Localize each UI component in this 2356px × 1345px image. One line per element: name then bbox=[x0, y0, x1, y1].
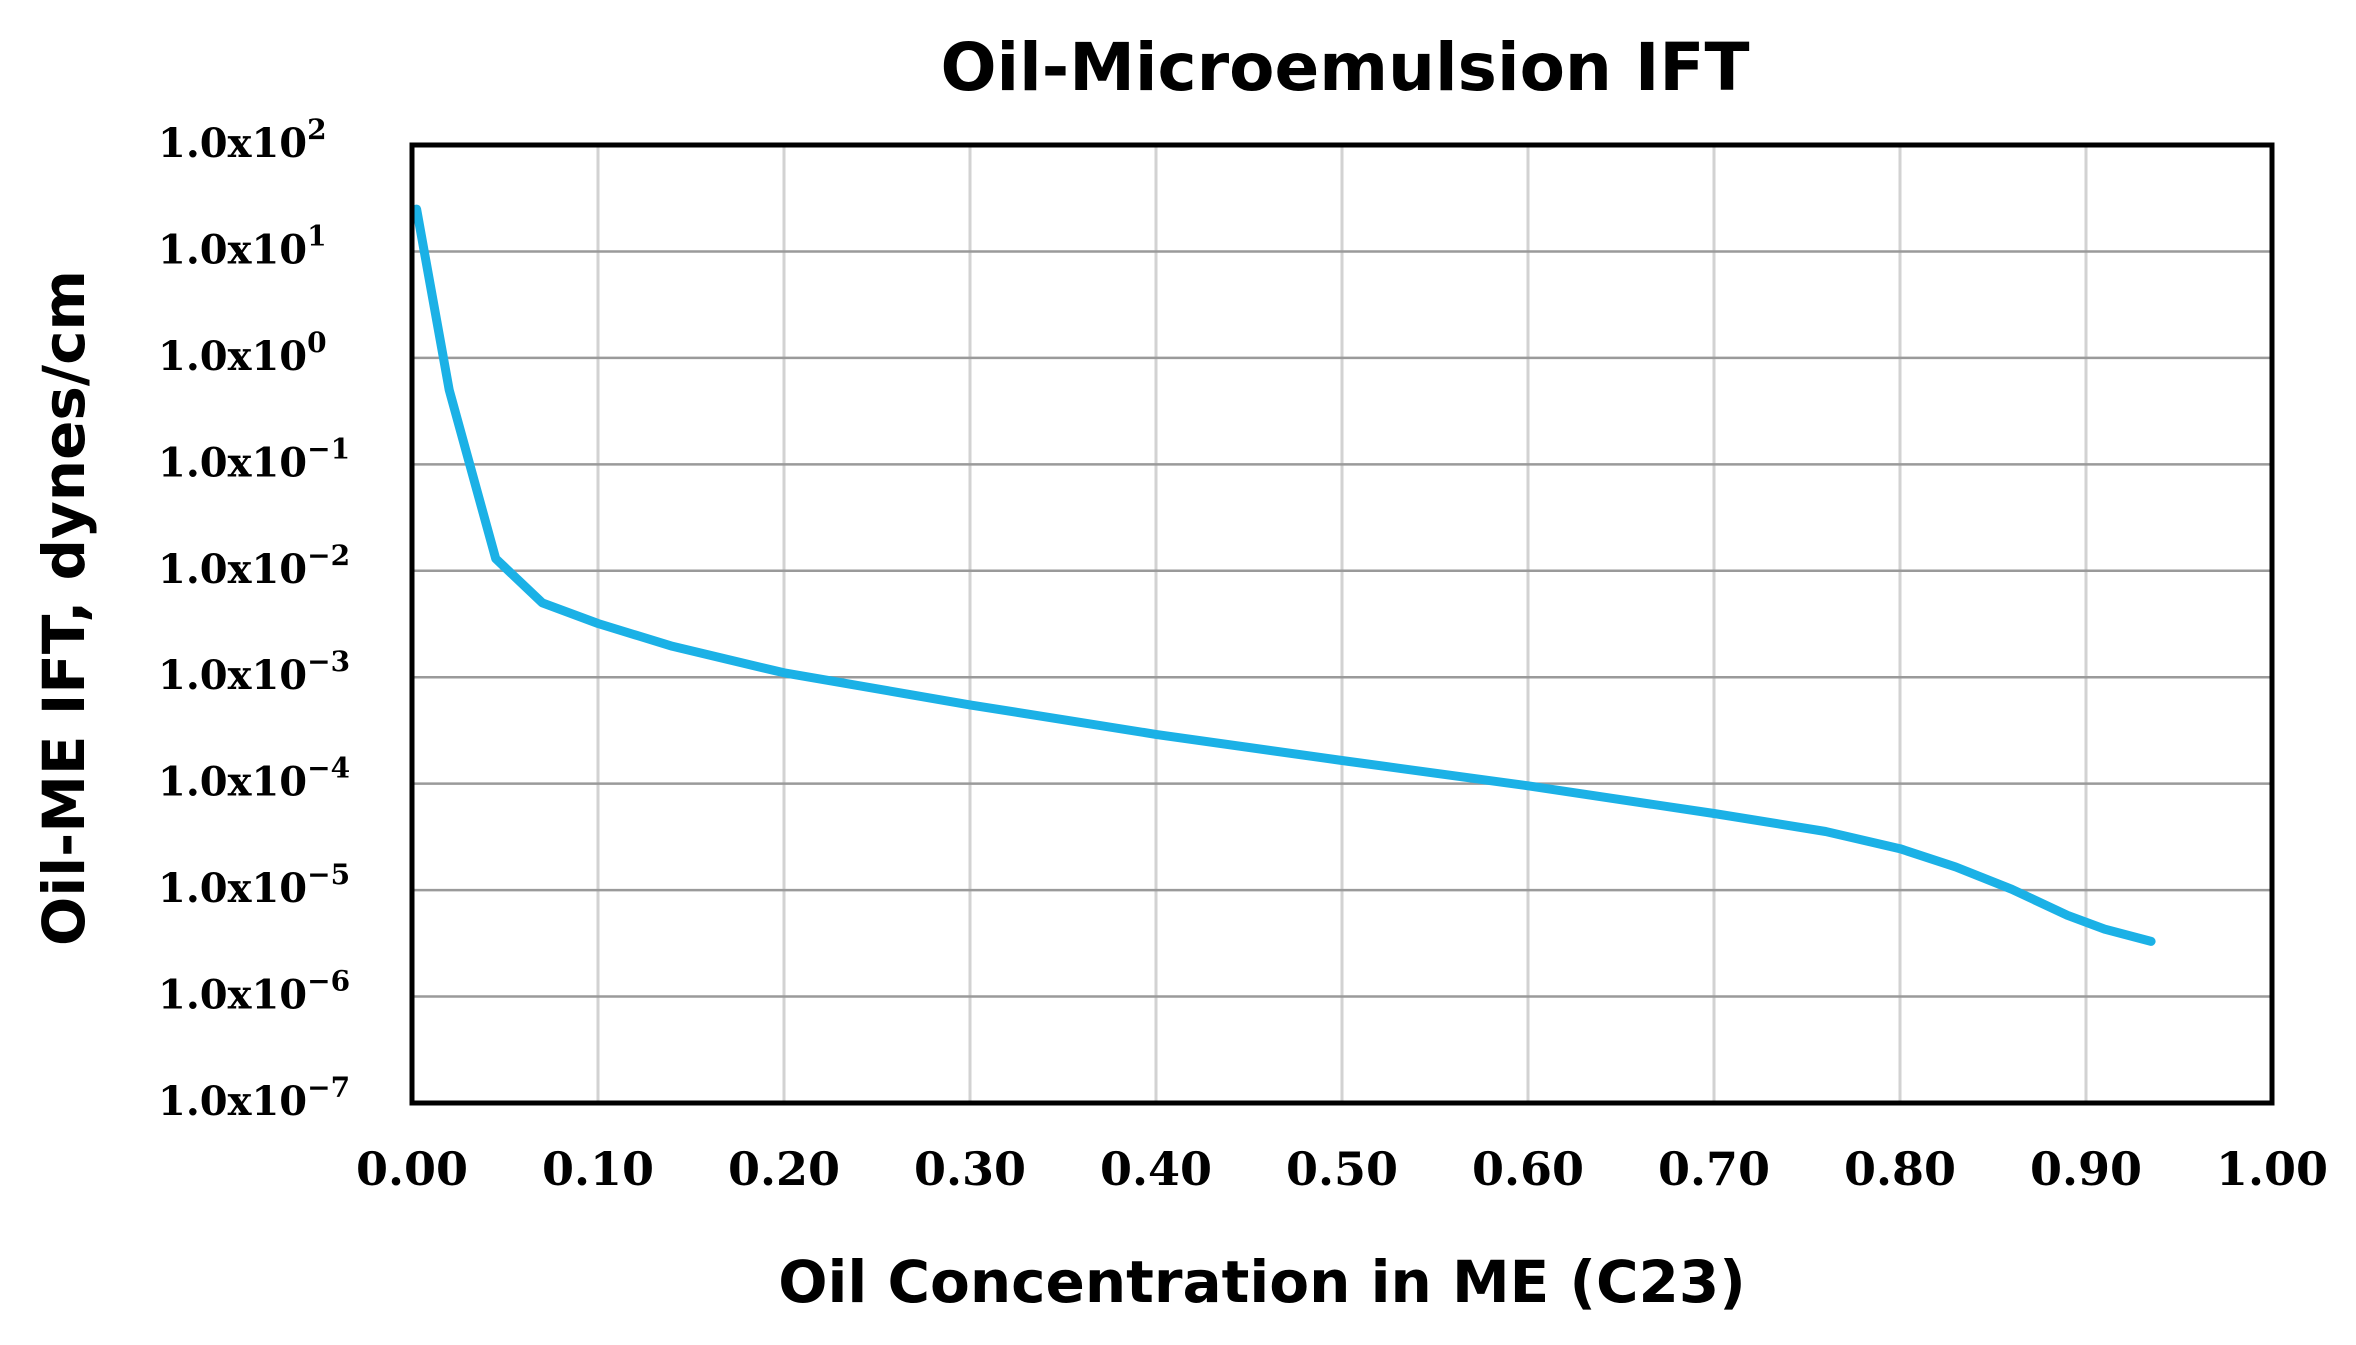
x-tick-label: 0.00 bbox=[356, 1142, 468, 1196]
y-tick-label: 1.0x10−5 bbox=[158, 858, 350, 912]
y-tick-label: 1.0x101 bbox=[158, 219, 327, 273]
x-tick-label: 0.60 bbox=[1472, 1142, 1584, 1196]
x-tick-label: 0.20 bbox=[728, 1142, 840, 1196]
y-tick-label: 1.0x10−1 bbox=[158, 432, 350, 486]
y-tick-label: 1.0x10−7 bbox=[158, 1071, 350, 1125]
y-tick-label: 1.0x10−6 bbox=[158, 965, 350, 1019]
grid bbox=[412, 145, 2272, 1103]
x-tick-label: 0.80 bbox=[1844, 1142, 1956, 1196]
x-tick-label: 0.10 bbox=[542, 1142, 654, 1196]
x-tick-label: 0.40 bbox=[1100, 1142, 1212, 1196]
y-axis-title: Oil-ME IFT, dynes/cm bbox=[30, 270, 98, 946]
x-axis-title: Oil Concentration in ME (C23) bbox=[778, 1248, 1746, 1316]
x-tick-label: 0.30 bbox=[914, 1142, 1026, 1196]
y-tick-label: 1.0x102 bbox=[158, 113, 327, 167]
chart-title: Oil-Microemulsion IFT bbox=[940, 29, 1749, 106]
x-tick-label: 0.70 bbox=[1658, 1142, 1770, 1196]
series-line bbox=[412, 204, 2156, 946]
x-tick-label: 0.90 bbox=[2030, 1142, 2142, 1196]
x-tick-label: 0.50 bbox=[1286, 1142, 1398, 1196]
y-tick-label: 1.0x100 bbox=[158, 326, 327, 380]
y-tick-label: 1.0x10−4 bbox=[158, 752, 350, 806]
series-layer bbox=[412, 204, 2156, 946]
y-tick-label: 1.0x10−3 bbox=[158, 645, 350, 699]
y-axis-ticks: 1.0x102 1.0x101 1.0x100 1.0x10−1 1.0x10−2 1.0… bbox=[158, 113, 350, 1125]
y-tick-label: 1.0x10−2 bbox=[158, 539, 350, 593]
x-tick-label: 1.00 bbox=[2216, 1142, 2328, 1196]
plot-frame bbox=[409, 142, 2275, 1106]
x-axis-ticks: 0.00 0.10 0.20 0.30 0.40 0.50 0.60 0.70 0.80 0.90… bbox=[356, 1142, 2328, 1196]
